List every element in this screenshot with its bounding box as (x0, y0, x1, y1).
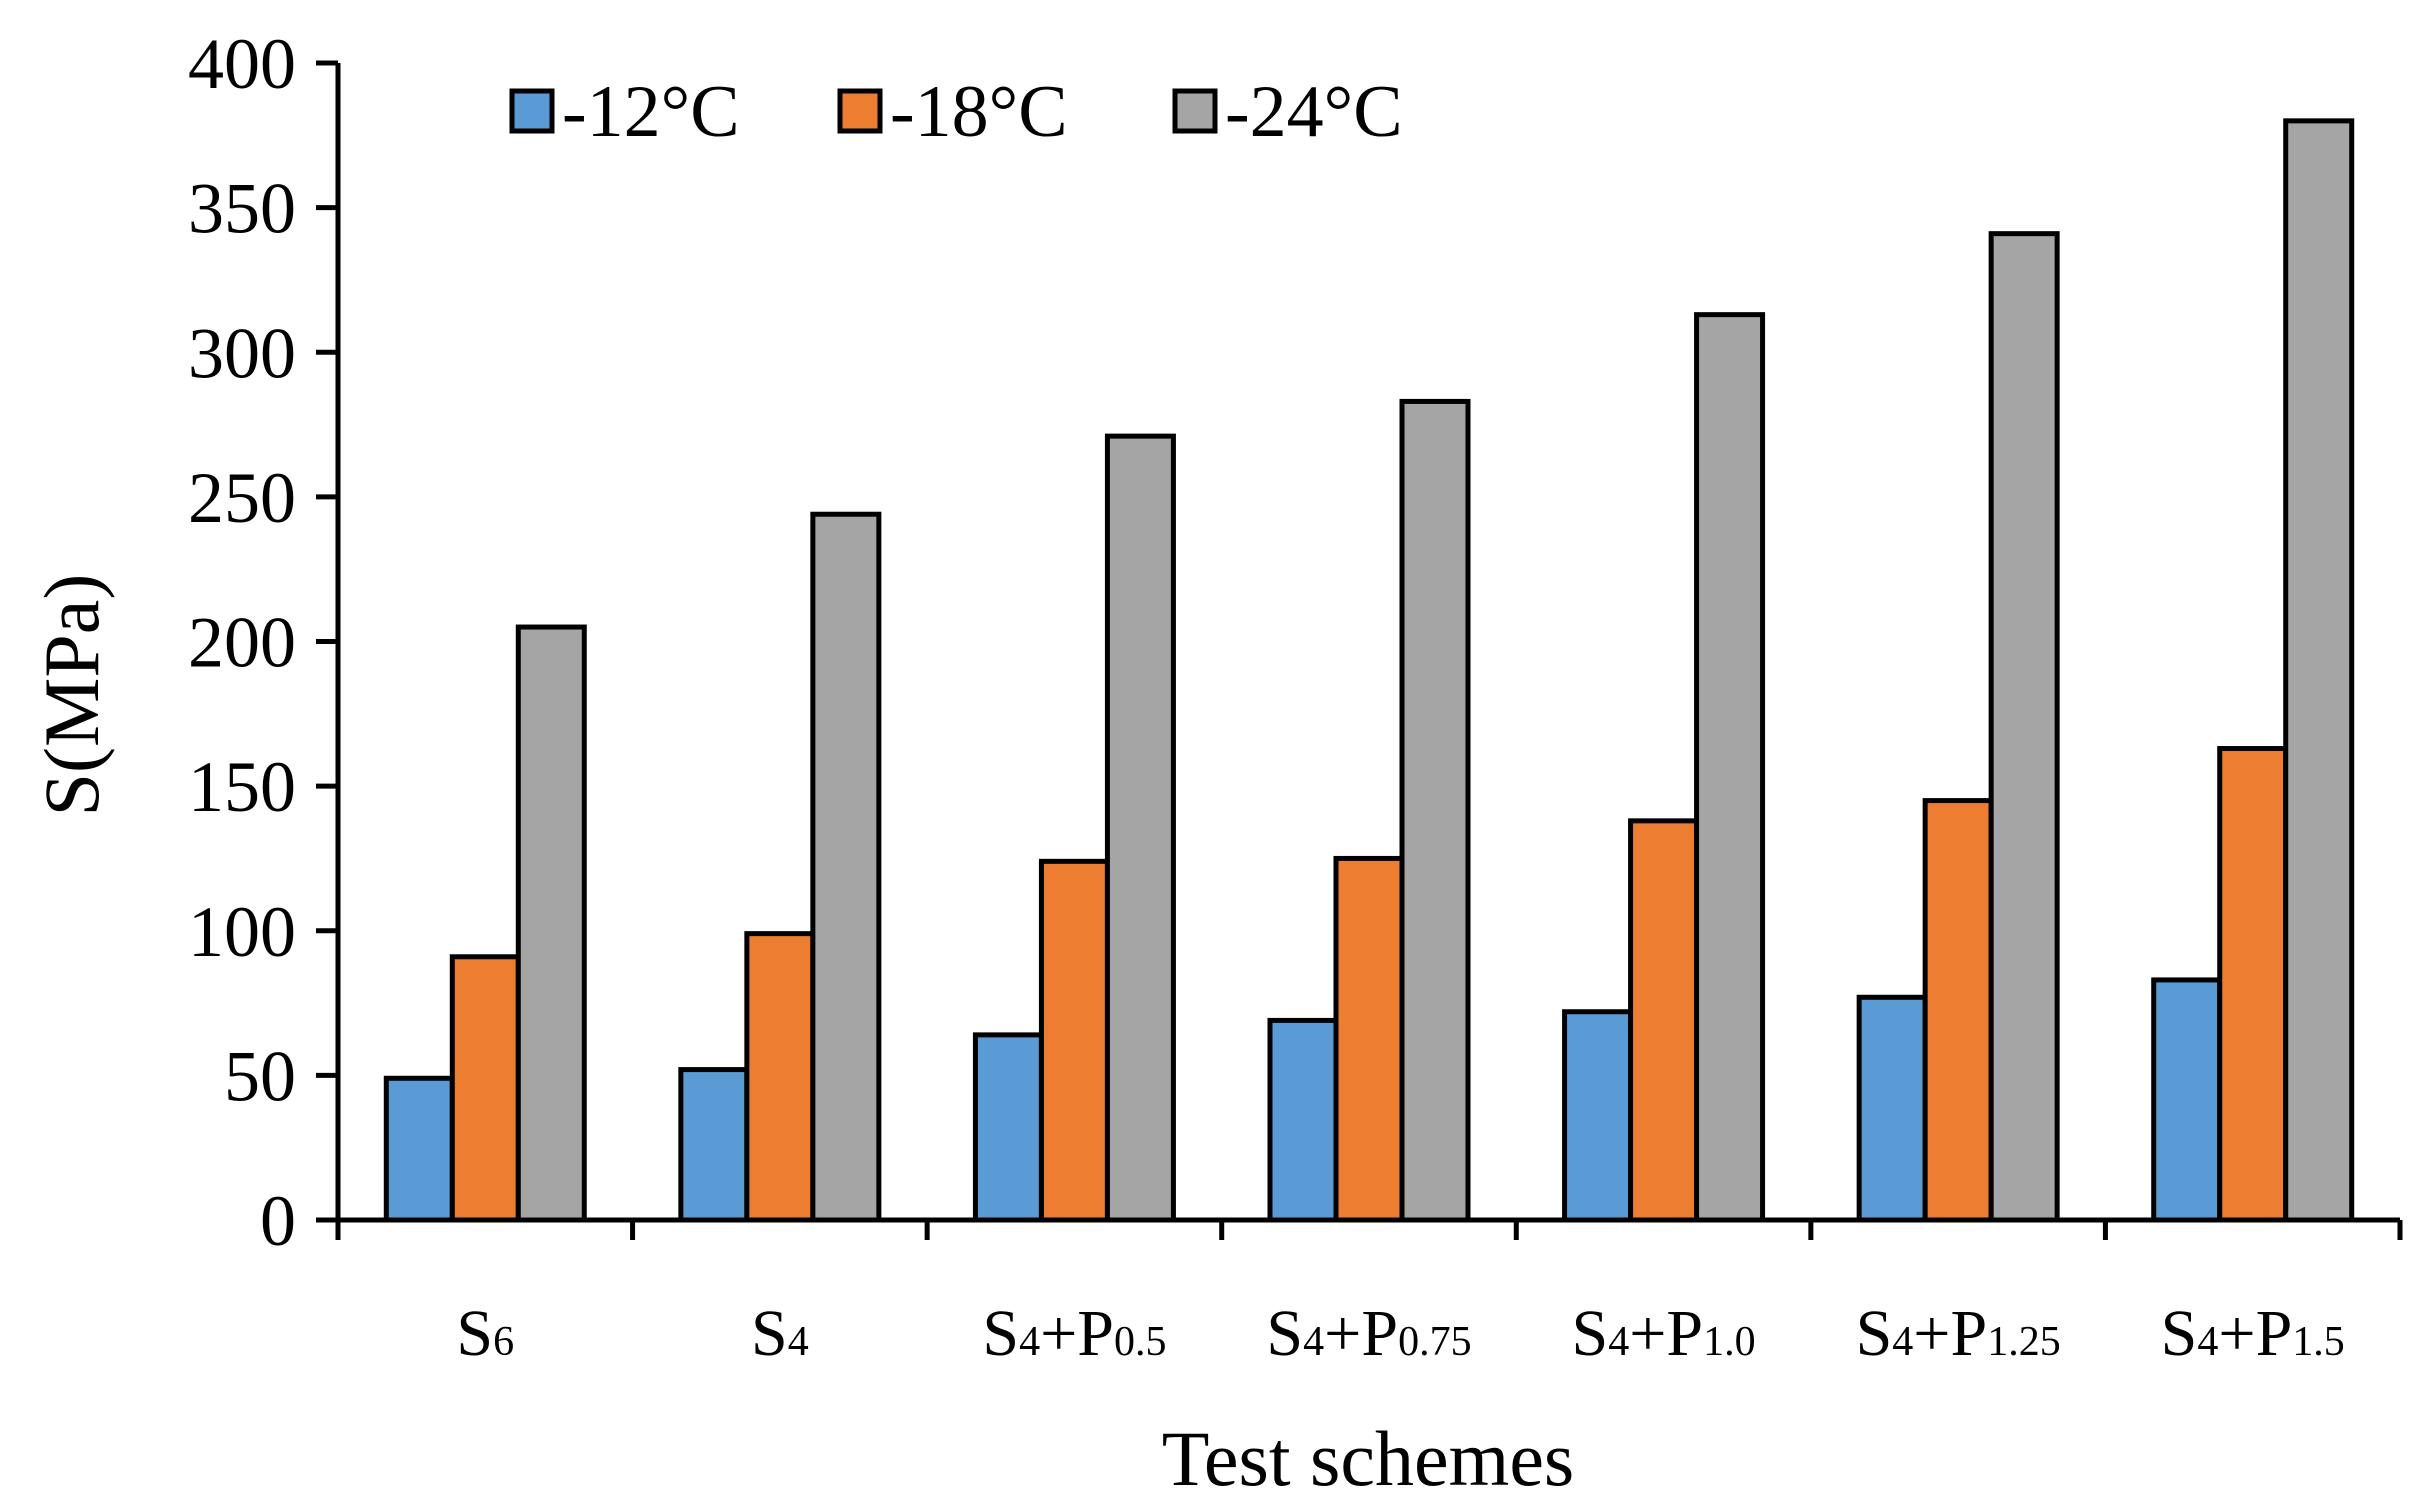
bar-1-series-1 (744, 931, 816, 1223)
bar-5-series-2 (1988, 231, 2060, 1223)
y-tick-label-2: 100 (188, 892, 296, 972)
x-tick-label-6: S4+P1.5 (2161, 1297, 2345, 1370)
bar-4-series-2 (1694, 312, 1766, 1223)
bar-2-series-2 (1104, 433, 1176, 1223)
y-tick-label-7: 350 (188, 169, 296, 249)
bar-1-series-2 (810, 511, 882, 1223)
y-tick-label-1: 50 (224, 1036, 296, 1116)
bar-1-series-0 (678, 1067, 750, 1223)
y-tick-label-8: 400 (188, 24, 296, 104)
bar-0-series-0 (383, 1075, 455, 1223)
bar-5-series-0 (1856, 994, 1928, 1223)
legend-label-2: -24°C (1225, 71, 1403, 153)
bar-3-series-0 (1267, 1017, 1339, 1223)
y-tick-label-3: 150 (188, 747, 296, 827)
axes-layer: 0 50 100 150 200 250 300 350 400 S6 S4 S4+P0.5 S4+P0… (188, 24, 2403, 1370)
bar-3-series-1 (1333, 855, 1405, 1223)
bar-0-series-2 (515, 624, 587, 1223)
x-tick-label-1: S4 (751, 1297, 809, 1370)
legend-swatch-1 (837, 88, 883, 134)
bar-0-series-1 (449, 954, 521, 1223)
x-axis-title: Test schemes (1162, 1415, 1575, 1502)
x-tick-label-4: S4+P1.0 (1571, 1297, 1755, 1370)
y-tick-label-5: 250 (188, 458, 296, 538)
x-tick-label-5: S4+P1.25 (1856, 1297, 2061, 1370)
y-tick-label-6: 300 (188, 313, 296, 393)
bars-layer (383, 118, 2355, 1223)
x-tick-label-3: S4+P0.75 (1266, 1297, 1471, 1370)
bar-2-series-0 (972, 1032, 1044, 1223)
x-tick-label-2: S4+P0.5 (982, 1297, 1166, 1370)
y-tick-label-4: 200 (188, 603, 296, 683)
y-axis-title: S(MPa) (28, 574, 115, 817)
bar-2-series-1 (1038, 858, 1110, 1223)
legend-label-1: -18°C (890, 71, 1068, 153)
bar-6-series-2 (2283, 118, 2355, 1223)
legend-swatch-2 (1172, 88, 1218, 134)
bar-4-series-0 (1562, 1009, 1634, 1223)
legend: -12°C -18°C -24°C (509, 71, 1403, 153)
legend-label-0: -12°C (562, 71, 740, 153)
bar-6-series-1 (2217, 746, 2289, 1223)
bar-3-series-2 (1399, 398, 1471, 1223)
legend-swatch-0 (509, 88, 555, 134)
bar-4-series-1 (1628, 818, 1700, 1223)
x-tick-label-0: S6 (456, 1297, 514, 1370)
y-tick-label-0: 0 (260, 1181, 296, 1261)
bar-6-series-0 (2151, 977, 2223, 1223)
bar-5-series-1 (1922, 798, 1994, 1223)
